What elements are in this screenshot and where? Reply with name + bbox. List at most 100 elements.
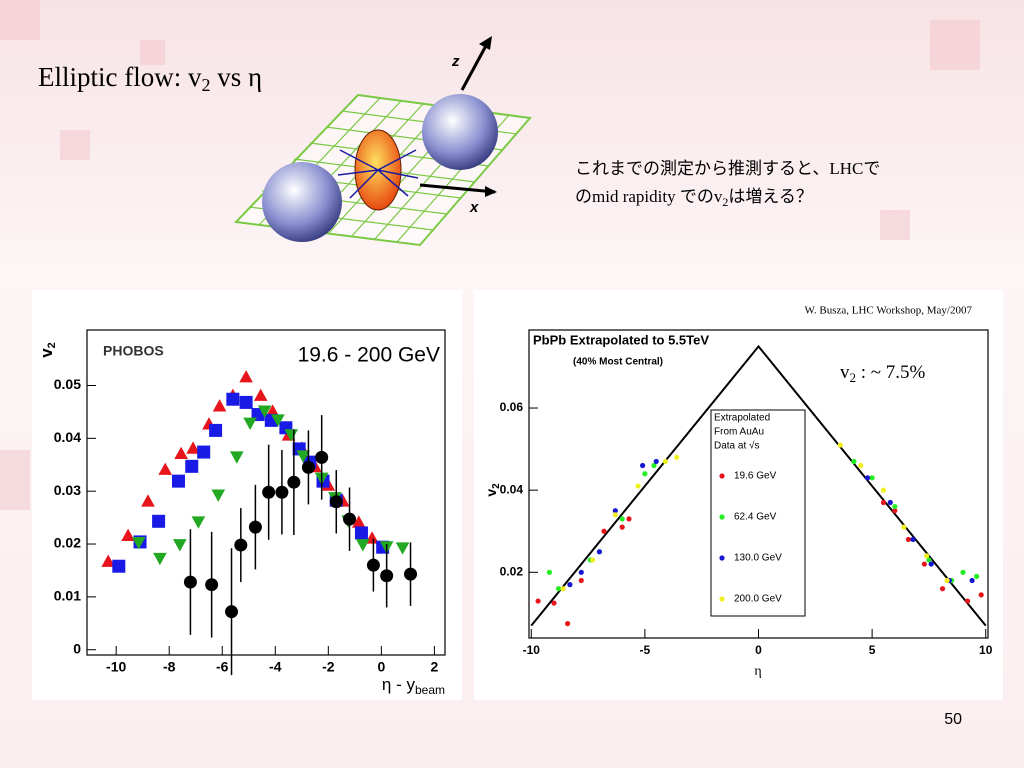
marker [892, 503, 898, 510]
x-axis-label: η - ybeam [382, 675, 445, 697]
y-tick-label: 0.06 [500, 400, 524, 414]
marker [887, 499, 893, 506]
marker [186, 441, 200, 454]
marker [253, 388, 268, 401]
marker [262, 485, 276, 499]
page-number: 50 [944, 711, 962, 728]
marker [183, 575, 197, 589]
marker [555, 586, 562, 592]
marker [653, 458, 659, 465]
fit-line [530, 344, 987, 627]
x-tick-label: -4 [269, 659, 282, 675]
marker [248, 520, 262, 534]
title-part: Elliptic flow: v [38, 62, 202, 92]
title-sub: 2 [201, 75, 210, 95]
y-tick-label: 0.02 [54, 535, 81, 551]
marker [662, 458, 668, 465]
marker [590, 557, 596, 563]
chart-title: PbPb Extrapolated to 5.5TeV [533, 332, 709, 347]
marker [612, 512, 618, 518]
marker [209, 423, 223, 437]
marker [329, 495, 343, 509]
marker [275, 485, 289, 499]
marker [287, 475, 301, 489]
y-tick-label: 0.03 [54, 482, 81, 498]
marker [301, 460, 315, 474]
marker [112, 559, 126, 573]
annotation: v2 : ~ 7.5% [840, 362, 926, 385]
legend-swatch [719, 473, 725, 479]
marker [205, 578, 219, 592]
y-axis-label: v2 [483, 483, 502, 497]
marker [257, 405, 272, 418]
marker [243, 417, 257, 430]
marker [355, 539, 370, 552]
marker [567, 582, 573, 588]
marker [535, 598, 541, 604]
marker [944, 577, 950, 584]
marker [230, 451, 244, 464]
x-axis-label: η [754, 664, 761, 679]
marker [551, 600, 557, 606]
y-tick-label: 0.05 [54, 376, 81, 392]
marker [395, 542, 410, 555]
marker [640, 462, 646, 469]
marker [101, 554, 116, 567]
marker [858, 462, 864, 469]
marker [354, 526, 368, 540]
marker [234, 538, 248, 552]
title-part: vs η [210, 62, 262, 92]
marker [880, 499, 887, 506]
marker [197, 445, 211, 459]
chart-panel [32, 290, 462, 700]
legend-label: 62.4 GeV [734, 512, 777, 523]
marker [343, 512, 357, 526]
marker [226, 392, 240, 406]
marker [239, 395, 253, 409]
chart-title: PHOBOS [103, 343, 164, 359]
label-part: v [840, 362, 850, 383]
credit: W. Busza, LHC Workshop, May/2007 [805, 305, 973, 317]
marker [366, 558, 380, 572]
marker [152, 514, 166, 528]
marker [225, 605, 239, 619]
y-tick-label: 0.04 [54, 429, 81, 445]
x-tick-label: -5 [640, 643, 651, 657]
marker [351, 515, 366, 528]
plot-frame [86, 329, 446, 656]
marker [837, 442, 843, 448]
x-tick-label: 10 [979, 643, 993, 657]
marker [171, 474, 185, 488]
collision-diagram: z x [233, 36, 532, 247]
marker [864, 475, 871, 481]
legend-title: Extrapolated [714, 413, 770, 424]
note-line: のmid rapidity でのv2は増える？ [575, 187, 813, 209]
marker [131, 537, 146, 550]
marker [174, 446, 188, 460]
marker [851, 458, 857, 465]
legend-label: 19.6 GeV [734, 471, 777, 482]
legend-title: From AuAu [714, 427, 764, 438]
label-sub: 2 [850, 370, 857, 385]
x-tick-label: 5 [869, 643, 876, 657]
marker [596, 549, 603, 555]
marker [601, 528, 607, 534]
y-tick-label: 0.02 [500, 564, 524, 578]
decoration [0, 0, 980, 510]
axis-label-z: z [451, 53, 460, 70]
marker [315, 450, 329, 464]
marker [271, 414, 285, 427]
label-part: η - y [382, 675, 416, 694]
label-part: : ~ 7.5% [856, 362, 926, 383]
marker [158, 462, 173, 475]
y-axis-label: v2 [37, 342, 57, 358]
marker [296, 450, 310, 463]
chart-subtitle: (40% Most Central) [573, 357, 663, 368]
note-line: これまでの測定から推測すると、LHCで [575, 159, 880, 178]
marker [619, 516, 625, 522]
marker [928, 561, 934, 567]
note-part: これまでの測定から推測すると、LHCで [575, 159, 880, 178]
legend-swatch [719, 555, 725, 561]
marker [565, 621, 571, 627]
marker [969, 577, 975, 584]
